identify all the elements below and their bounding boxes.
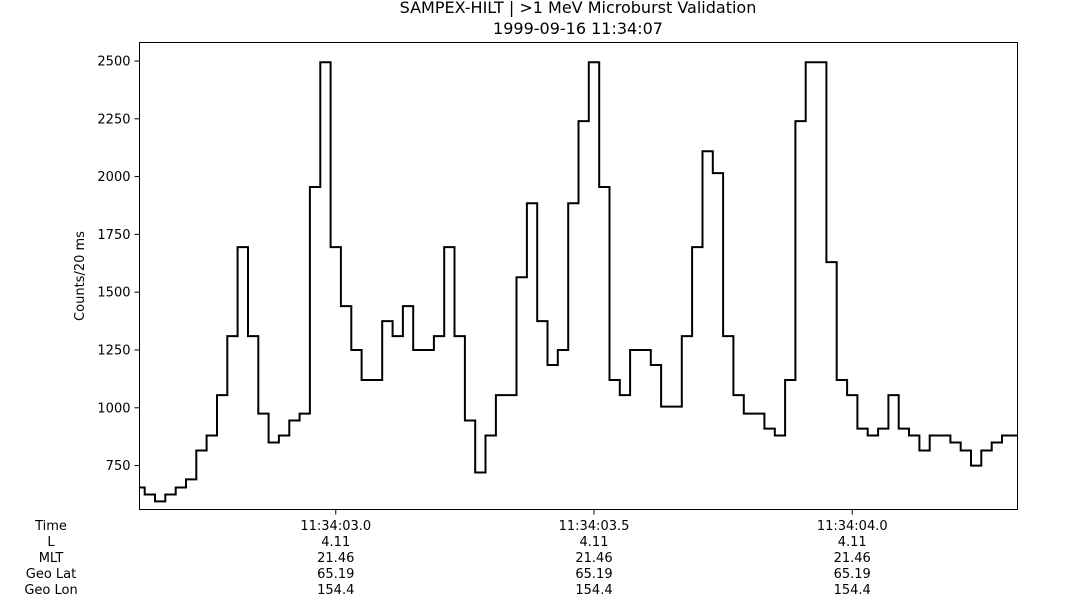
y-tick-label: 1250 xyxy=(97,343,130,358)
info-cell: 154.4 xyxy=(575,583,612,598)
info-row-label: Time xyxy=(34,519,67,534)
info-row-label: Geo Lat xyxy=(26,567,76,582)
chart-subtitle: 1999-09-16 11:34:07 xyxy=(493,19,663,38)
y-tick-label: 2500 xyxy=(97,54,130,69)
y-tick-label: 2250 xyxy=(97,112,130,127)
info-cell: 65.19 xyxy=(834,567,871,582)
info-cell: 11:34:03.5 xyxy=(559,519,630,534)
info-cell: 4.11 xyxy=(838,535,867,550)
y-tick-label: 2000 xyxy=(97,170,130,185)
y-tick-label: 1500 xyxy=(97,286,130,301)
info-cell: 21.46 xyxy=(317,551,354,566)
y-axis: 750 1000 1250 1500 1750 2000 2250 2500 xyxy=(97,54,140,474)
info-cell: 11:34:03.0 xyxy=(300,519,371,534)
info-cell: 11:34:04.0 xyxy=(817,519,888,534)
info-row-label: L xyxy=(47,535,55,550)
x-axis xyxy=(335,509,853,515)
info-cell: 21.46 xyxy=(575,551,612,566)
info-cell: 21.46 xyxy=(834,551,871,566)
y-tick-label: 750 xyxy=(106,459,131,474)
y-tick-label: 1000 xyxy=(97,401,130,416)
chart-title: SAMPEX-HILT | >1 MeV Microburst Validati… xyxy=(400,0,757,17)
plot-frame xyxy=(139,42,1018,510)
info-cell: 4.11 xyxy=(321,535,350,550)
series-line xyxy=(139,61,1018,503)
info-cell: 65.19 xyxy=(575,567,612,582)
y-tick-label: 1750 xyxy=(97,228,130,243)
info-cell: 65.19 xyxy=(317,567,354,582)
info-row-label: MLT xyxy=(39,551,64,566)
info-cell: 154.4 xyxy=(834,583,871,598)
info-row-label: Geo Lon xyxy=(24,583,77,598)
info-cell: 4.11 xyxy=(580,535,609,550)
y-axis-label: Counts/20 ms xyxy=(73,231,88,321)
info-cell: 154.4 xyxy=(317,583,354,598)
